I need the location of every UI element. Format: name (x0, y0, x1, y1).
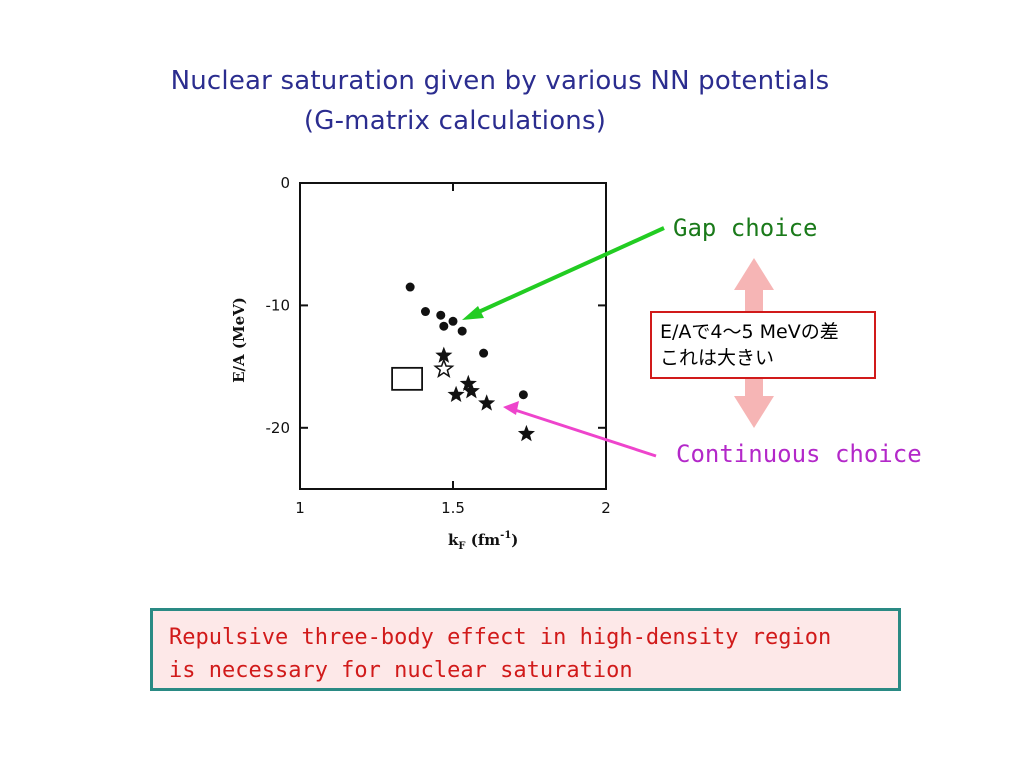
x-tick-label: 1.5 (441, 499, 465, 517)
gap-choice-arrowhead (462, 306, 484, 320)
plot-frame (299, 182, 607, 490)
data-point-dot (439, 321, 449, 331)
chart-marks (391, 282, 535, 442)
gap-choice-label: Gap choice (673, 214, 818, 242)
data-point-dot (457, 326, 467, 336)
y-axis-ticks: 0 -10 -20 (266, 174, 606, 437)
data-point-dot (436, 310, 446, 320)
data-point-dot (420, 307, 430, 317)
data-point-open-square (391, 366, 424, 391)
conclusion-line1: Repulsive three-body effect in high-dens… (169, 625, 832, 650)
x-tick-label: 2 (601, 499, 611, 517)
y-tick-label: -20 (266, 419, 291, 437)
conclusion-box: Repulsive three-body effect in high-dens… (150, 608, 901, 691)
continuous-choice-arrowhead (503, 401, 519, 415)
continuous-choice-arrow (514, 408, 657, 458)
data-point-star (462, 382, 480, 399)
data-point-star (459, 374, 477, 391)
x-axis-ticks: 1 1.5 2 (295, 183, 611, 517)
slide-title-line1: Nuclear saturation given by various NN p… (170, 66, 830, 96)
data-point-star (435, 346, 453, 363)
slide-title-line2: (G-matrix calculations) (303, 106, 607, 136)
data-point-dot (518, 390, 528, 400)
x-tick-label: 1 (295, 499, 305, 517)
energy-difference-line2: これは大きい (660, 347, 775, 369)
data-point-dot (405, 282, 415, 292)
y-tick-label: 0 (280, 174, 290, 192)
continuous-choice-label: Continuous choice (676, 440, 922, 468)
energy-difference-line1: E/Aで4～5 MeVの差 (660, 321, 839, 343)
data-point-star (447, 385, 465, 402)
data-point-dot (479, 348, 489, 358)
data-point-star (478, 394, 496, 411)
x-axis-title: kF (fm-1) (448, 530, 518, 552)
y-tick-label: -10 (266, 296, 291, 314)
energy-difference-box: E/Aで4～5 MeVの差 これは大きい (650, 311, 876, 379)
data-point-star (517, 424, 535, 442)
data-point-open-star (433, 357, 455, 379)
y-axis-title: E/A (MeV) (230, 297, 248, 383)
conclusion-line2: is necessary for nuclear saturation (169, 658, 633, 683)
gap-choice-arrow (471, 226, 665, 317)
data-point-dot (448, 316, 458, 326)
